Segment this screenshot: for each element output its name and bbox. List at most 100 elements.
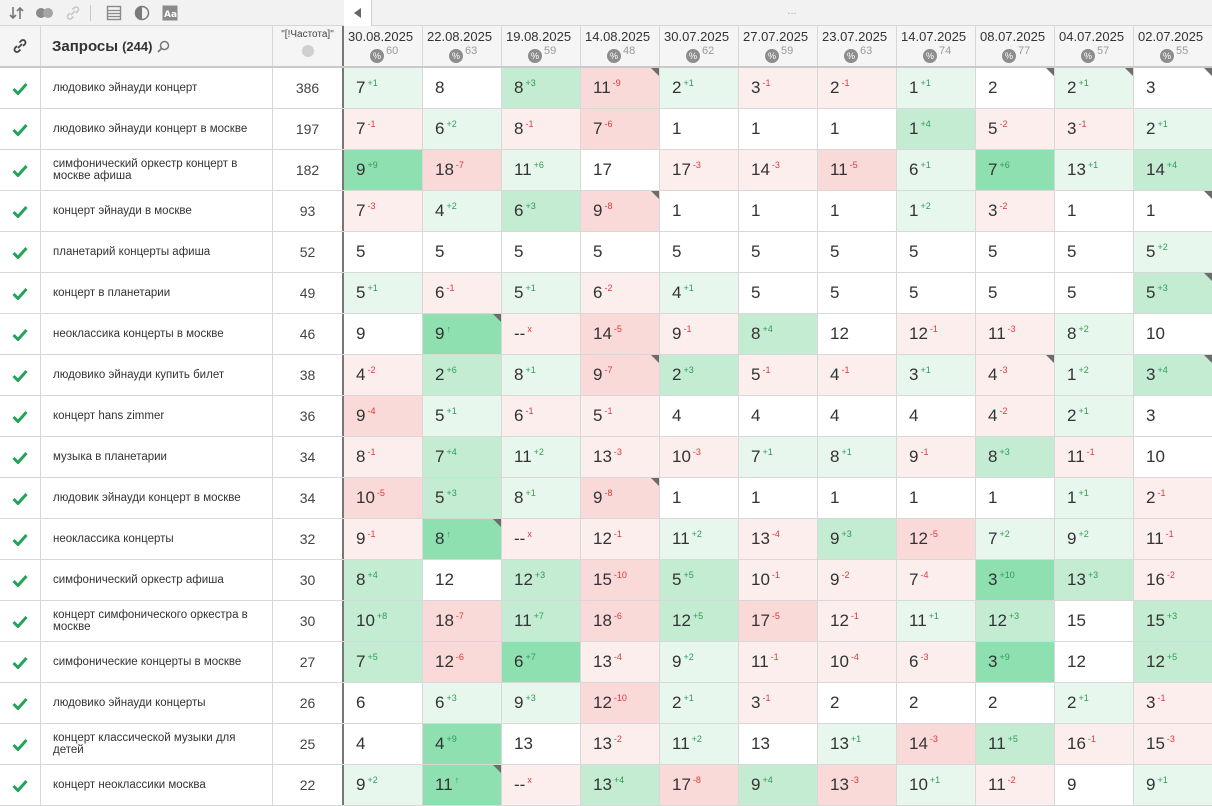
position-cell[interactable]: 11 +2: [660, 724, 739, 764]
query-row[interactable]: концерт hans zimmer 36: [0, 396, 344, 437]
query-row[interactable]: симфонический оркестр афиша 30: [0, 560, 344, 601]
position-cell[interactable]: 8 ↑: [423, 519, 502, 559]
percent-icon[interactable]: %: [844, 49, 858, 63]
position-cell[interactable]: 1 +1: [897, 68, 976, 108]
query-row[interactable]: людовик эйнауди концерт в москве 34: [0, 478, 344, 519]
position-cell[interactable]: 9 +9: [344, 150, 423, 190]
position-cell[interactable]: 3: [1134, 396, 1212, 436]
row-checkbox[interactable]: [0, 355, 41, 395]
position-cell[interactable]: 6 -1: [502, 396, 581, 436]
position-cell[interactable]: 5 +3: [1134, 273, 1212, 313]
position-cell[interactable]: 4: [660, 396, 739, 436]
query-text[interactable]: людовико эйнауди концерт: [41, 68, 273, 108]
position-cell[interactable]: 11 -1: [1134, 519, 1212, 559]
position-cell[interactable]: 9: [344, 314, 423, 354]
row-checkbox[interactable]: [0, 642, 41, 682]
position-cell[interactable]: 5 +1: [502, 273, 581, 313]
position-cell[interactable]: 17: [581, 150, 660, 190]
position-cell[interactable]: 8 +3: [502, 68, 581, 108]
position-cell[interactable]: 4 -2: [976, 396, 1055, 436]
position-cell[interactable]: 2: [976, 68, 1055, 108]
position-cell[interactable]: 2 +1: [660, 68, 739, 108]
percent-icon[interactable]: %: [1002, 49, 1016, 63]
position-cell[interactable]: 17 -5: [739, 601, 818, 641]
row-checkbox[interactable]: [0, 150, 41, 190]
query-text[interactable]: симфонические концерты в москве: [41, 642, 273, 682]
position-cell[interactable]: 14 -3: [897, 724, 976, 764]
position-cell[interactable]: 12: [818, 314, 897, 354]
position-cell[interactable]: 4 +2: [423, 191, 502, 231]
position-cell[interactable]: 5: [976, 273, 1055, 313]
position-cell[interactable]: 9 -4: [344, 396, 423, 436]
position-cell[interactable]: 7 +1: [344, 68, 423, 108]
query-row[interactable]: людовико эйнауди концерт 386: [0, 68, 344, 109]
query-row[interactable]: планетарий концерты афиша 52: [0, 232, 344, 273]
date-column-header[interactable]: 27.07.2025% 59: [739, 26, 818, 66]
position-cell[interactable]: 1 +2: [897, 191, 976, 231]
position-cell[interactable]: 2 -1: [1134, 478, 1212, 518]
contrast-icon[interactable]: [131, 2, 153, 24]
position-cell[interactable]: 10 -1: [739, 560, 818, 600]
position-cell[interactable]: 8 -1: [502, 109, 581, 149]
query-row[interactable]: людовико эйнауди купить билет 38: [0, 355, 344, 396]
position-cell[interactable]: 10: [1134, 437, 1212, 477]
position-cell[interactable]: 5 +5: [660, 560, 739, 600]
position-cell[interactable]: 5: [344, 232, 423, 272]
position-cell[interactable]: 5: [818, 273, 897, 313]
position-cell[interactable]: 15 +3: [1134, 601, 1212, 641]
position-cell[interactable]: 3 -2: [976, 191, 1055, 231]
date-column-header[interactable]: 19.08.2025% 59: [502, 26, 581, 66]
position-cell[interactable]: 3: [1134, 68, 1212, 108]
query-row[interactable]: концерт симфонического оркестра в москве…: [0, 601, 344, 642]
position-cell[interactable]: 9 +2: [344, 765, 423, 805]
position-cell[interactable]: 10 -3: [660, 437, 739, 477]
position-cell[interactable]: 4 -3: [976, 355, 1055, 395]
position-cell[interactable]: 1 +2: [1055, 355, 1134, 395]
position-cell[interactable]: 14 +4: [1134, 150, 1212, 190]
position-cell[interactable]: 6 +3: [423, 683, 502, 723]
position-cell[interactable]: 1: [739, 109, 818, 149]
position-cell[interactable]: 3 +4: [1134, 355, 1212, 395]
position-cell[interactable]: 10 +1: [897, 765, 976, 805]
position-cell[interactable]: 8 -1: [344, 437, 423, 477]
position-cell[interactable]: 16 -1: [1055, 724, 1134, 764]
position-cell[interactable]: 5 -1: [739, 355, 818, 395]
position-cell[interactable]: 18 -7: [423, 150, 502, 190]
query-row[interactable]: музыка в планетарии 34: [0, 437, 344, 478]
percent-icon[interactable]: %: [765, 49, 779, 63]
drag-handle[interactable]: ...: [787, 5, 797, 17]
position-cell[interactable]: 2 +1: [660, 683, 739, 723]
position-cell[interactable]: 1: [660, 191, 739, 231]
position-cell[interactable]: 6 +1: [897, 150, 976, 190]
position-cell[interactable]: 8 +1: [818, 437, 897, 477]
position-cell[interactable]: 8 +4: [739, 314, 818, 354]
position-cell[interactable]: 7 -4: [897, 560, 976, 600]
position-cell[interactable]: 7 -6: [581, 109, 660, 149]
position-cell[interactable]: 7 +4: [423, 437, 502, 477]
query-row[interactable]: концерт в планетарии 49: [0, 273, 344, 314]
row-checkbox[interactable]: [0, 68, 41, 108]
query-row[interactable]: людовико эйнауди концерт в москве 197: [0, 109, 344, 150]
position-cell[interactable]: 2 +1: [1055, 683, 1134, 723]
query-row[interactable]: неоклассика концерты 32: [0, 519, 344, 560]
search-icon[interactable]: [157, 40, 170, 53]
position-cell[interactable]: 8 +4: [344, 560, 423, 600]
position-cell[interactable]: 1: [739, 191, 818, 231]
position-cell[interactable]: 5: [1055, 232, 1134, 272]
date-column-header[interactable]: 14.08.2025% 48: [581, 26, 660, 66]
position-cell[interactable]: 12: [423, 560, 502, 600]
position-cell[interactable]: 12 -1: [897, 314, 976, 354]
position-cell[interactable]: 4 +1: [660, 273, 739, 313]
position-cell[interactable]: 5: [897, 273, 976, 313]
position-cell[interactable]: 5: [1055, 273, 1134, 313]
position-cell[interactable]: 4: [739, 396, 818, 436]
table-icon[interactable]: [103, 2, 125, 24]
position-cell[interactable]: 8 +2: [1055, 314, 1134, 354]
position-cell[interactable]: 5: [739, 232, 818, 272]
position-cell[interactable]: 9 +2: [660, 642, 739, 682]
position-cell[interactable]: 9: [1055, 765, 1134, 805]
link-icon[interactable]: [62, 2, 84, 24]
position-cell[interactable]: 14 -3: [739, 150, 818, 190]
position-cell[interactable]: 7 +2: [976, 519, 1055, 559]
position-cell[interactable]: 9 -1: [897, 437, 976, 477]
